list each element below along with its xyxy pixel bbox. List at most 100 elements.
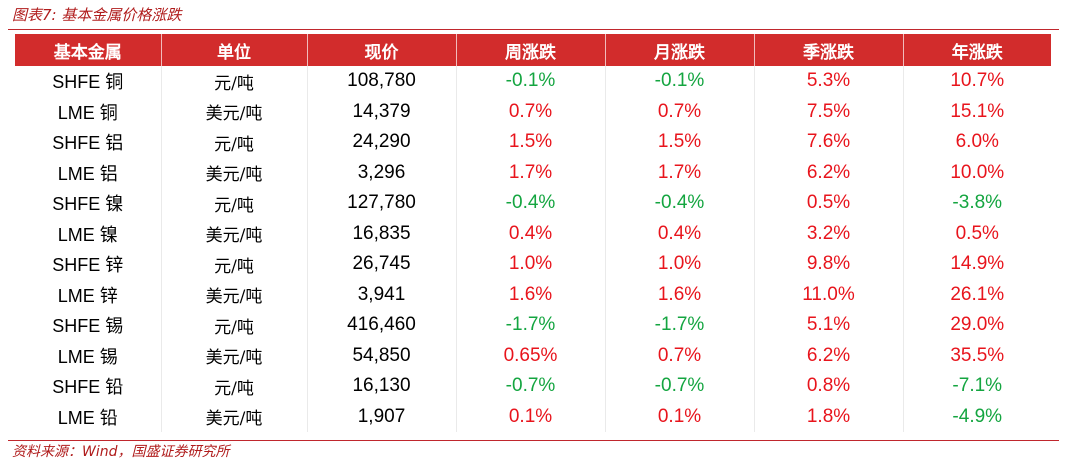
table-row: SHFE 镍元/吨 127,780 -0.4% -0.4% 0.5% -3.8% [15,188,1051,219]
table-row: LME 锌美元/吨 3,941 1.6% 1.6% 11.0% 26.1% [15,279,1051,310]
table-row: SHFE 锌元/吨 26,745 1.0% 1.0% 9.8% 14.9% [15,249,1051,280]
cell-month-change: 0.7% [605,96,755,127]
cell-year-change: 0.5% [955,222,999,244]
cell-metal: SHFE 铝 [15,127,162,158]
cell-unit: 美元/吨 [161,96,308,127]
cell-year-change: 26.1% [950,283,1005,305]
cell-quarter-change: 1.8% [754,401,904,432]
table-row: SHFE 锡元/吨 416,460 -1.7% -1.7% 5.1% 29.0% [15,310,1051,341]
header-metal: 基本金属 [15,34,162,66]
cell-unit: 美元/吨 [161,340,308,371]
cell-week-change: -0.7% [456,371,606,402]
cell-metal: SHFE 锌 [15,249,162,280]
table-body: SHFE 铜元/吨 108,780 -0.1% -0.1% 5.3% 10.7% LME 铜… [15,66,1051,432]
cell-price: 416,460 [307,310,457,341]
table-row: SHFE 铅元/吨 16,130 -0.7% -0.7% 0.8% -7.1% [15,371,1051,402]
header-unit: 单位 [161,34,308,66]
metal-price-table: 基本金属 单位 现价 周涨跌 月涨跌 季涨跌 年涨跌 SHFE 铜元/吨 108,… [15,34,1051,432]
source-note: 资料来源：Wind，国盛证券研究所 [12,444,230,460]
cell-quarter-change: 9.8% [754,249,904,280]
cell-quarter-change: 0.8% [754,371,904,402]
cell-year-change: 6.0% [955,131,999,153]
cell-unit: 元/吨 [161,371,308,402]
table-row: LME 铅美元/吨 1,907 0.1% 0.1% 1.8% -4.9% [15,401,1051,432]
cell-week-change: 0.1% [456,401,606,432]
figure-caption: 图表7: 基本金属价格涨跌 [12,6,182,24]
cell-month-change: -0.4% [605,188,755,219]
cell-price: 127,780 [307,188,457,219]
cell-unit: 元/吨 [161,66,308,97]
cell-week-change: 0.4% [456,218,606,249]
table-row: LME 镍美元/吨 16,835 0.4% 0.4% 3.2% 0.5% [15,218,1051,249]
cell-quarter-change: 0.5% [754,188,904,219]
cell-week-change: 1.6% [456,279,606,310]
cell-year-change: 10.0% [950,161,1005,183]
cell-week-change: 1.0% [456,249,606,280]
cell-price: 54,850 [307,340,457,371]
table-row: LME 铜美元/吨 14,379 0.7% 0.7% 7.5% 15.1% [15,96,1051,127]
table-row: SHFE 铝元/吨 24,290 1.5% 1.5% 7.6% 6.0% [15,127,1051,158]
header-month-change: 月涨跌 [605,34,755,66]
cell-month-change: 0.7% [605,340,755,371]
cell-month-change: -1.7% [605,310,755,341]
cell-year-change: -4.9% [952,405,1003,427]
cell-month-change: 0.1% [605,401,755,432]
header-year-change: 年涨跌 [903,34,1051,66]
cell-quarter-change: 7.6% [754,127,904,158]
cell-metal: LME 铅 [15,401,162,432]
cell-quarter-change: 5.1% [754,310,904,341]
cell-metal: SHFE 铜 [15,66,162,97]
table-row: LME 锡美元/吨 54,850 0.65% 0.7% 6.2% 35.5% [15,340,1051,371]
cell-year-change: 14.9% [950,253,1005,275]
cell-price: 14,379 [307,96,457,127]
cell-metal: LME 锌 [15,279,162,310]
cell-unit: 元/吨 [161,249,308,280]
cell-unit: 美元/吨 [161,157,308,188]
table-header-row: 基本金属 单位 现价 周涨跌 月涨跌 季涨跌 年涨跌 [15,34,1051,66]
cell-metal: SHFE 锡 [15,310,162,341]
cell-year-change: -7.1% [952,375,1003,397]
cell-week-change: 1.7% [456,157,606,188]
cell-quarter-change: 7.5% [754,96,904,127]
cell-metal: SHFE 铅 [15,371,162,402]
cell-unit: 元/吨 [161,188,308,219]
cell-year-change: 35.5% [950,344,1005,366]
cell-unit: 元/吨 [161,127,308,158]
cell-year-change: 29.0% [950,314,1005,336]
cell-metal: LME 铜 [15,96,162,127]
caption-divider [8,29,1059,30]
cell-unit: 美元/吨 [161,279,308,310]
cell-month-change: -0.7% [605,371,755,402]
cell-price: 24,290 [307,127,457,158]
cell-week-change: -0.1% [456,66,606,97]
cell-month-change: 0.4% [605,218,755,249]
footer-divider [8,440,1059,441]
cell-quarter-change: 3.2% [754,218,904,249]
cell-price: 3,296 [307,157,457,188]
cell-week-change: -1.7% [456,310,606,341]
cell-month-change: 1.6% [605,279,755,310]
cell-year-change: 10.7% [950,70,1005,92]
header-week-change: 周涨跌 [456,34,606,66]
cell-price: 1,907 [307,401,457,432]
cell-price: 16,130 [307,371,457,402]
cell-price: 3,941 [307,279,457,310]
table-row: LME 铝美元/吨 3,296 1.7% 1.7% 6.2% 10.0% [15,157,1051,188]
header-price: 现价 [307,34,457,66]
cell-week-change: 0.7% [456,96,606,127]
header-quarter-change: 季涨跌 [754,34,904,66]
cell-unit: 美元/吨 [161,218,308,249]
cell-month-change: 1.5% [605,127,755,158]
cell-price: 16,835 [307,218,457,249]
cell-year-change: 15.1% [950,100,1005,122]
cell-price: 26,745 [307,249,457,280]
cell-month-change: 1.7% [605,157,755,188]
cell-month-change: 1.0% [605,249,755,280]
cell-unit: 美元/吨 [161,401,308,432]
cell-week-change: 1.5% [456,127,606,158]
cell-week-change: -0.4% [456,188,606,219]
cell-month-change: -0.1% [605,66,755,97]
cell-metal: SHFE 镍 [15,188,162,219]
cell-year-change: -3.8% [952,192,1003,214]
cell-quarter-change: 5.3% [754,66,904,97]
